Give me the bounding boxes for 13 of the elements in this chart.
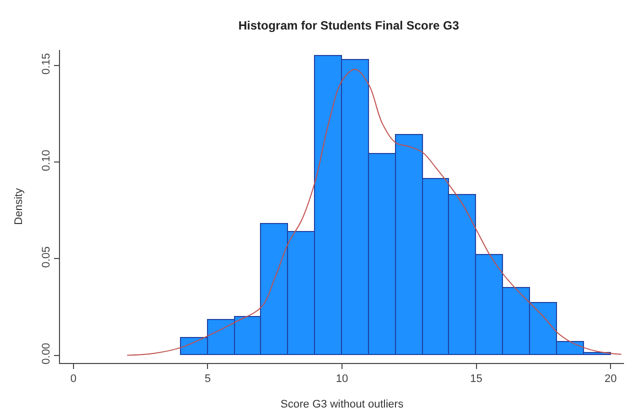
y-tick-label: 0.05: [40, 246, 53, 268]
y-tick-label: 0.15: [40, 53, 53, 75]
line-series: [126, 68, 622, 356]
chart-title: Histogram for Students Final Score G3: [238, 18, 460, 32]
y-tick-label: 0.00: [40, 342, 53, 364]
x-tick-label: 20: [604, 373, 617, 386]
x-tick-label: 5: [204, 373, 211, 386]
x-tick-label: 15: [470, 373, 482, 386]
y-tick-label: 0.10: [40, 150, 53, 172]
x-axis-title: Score G3 without outliers: [280, 398, 404, 410]
x-tick-label: 10: [336, 373, 348, 386]
x-tick-label: 0: [70, 373, 76, 386]
y-axis-title: Density: [13, 188, 26, 225]
